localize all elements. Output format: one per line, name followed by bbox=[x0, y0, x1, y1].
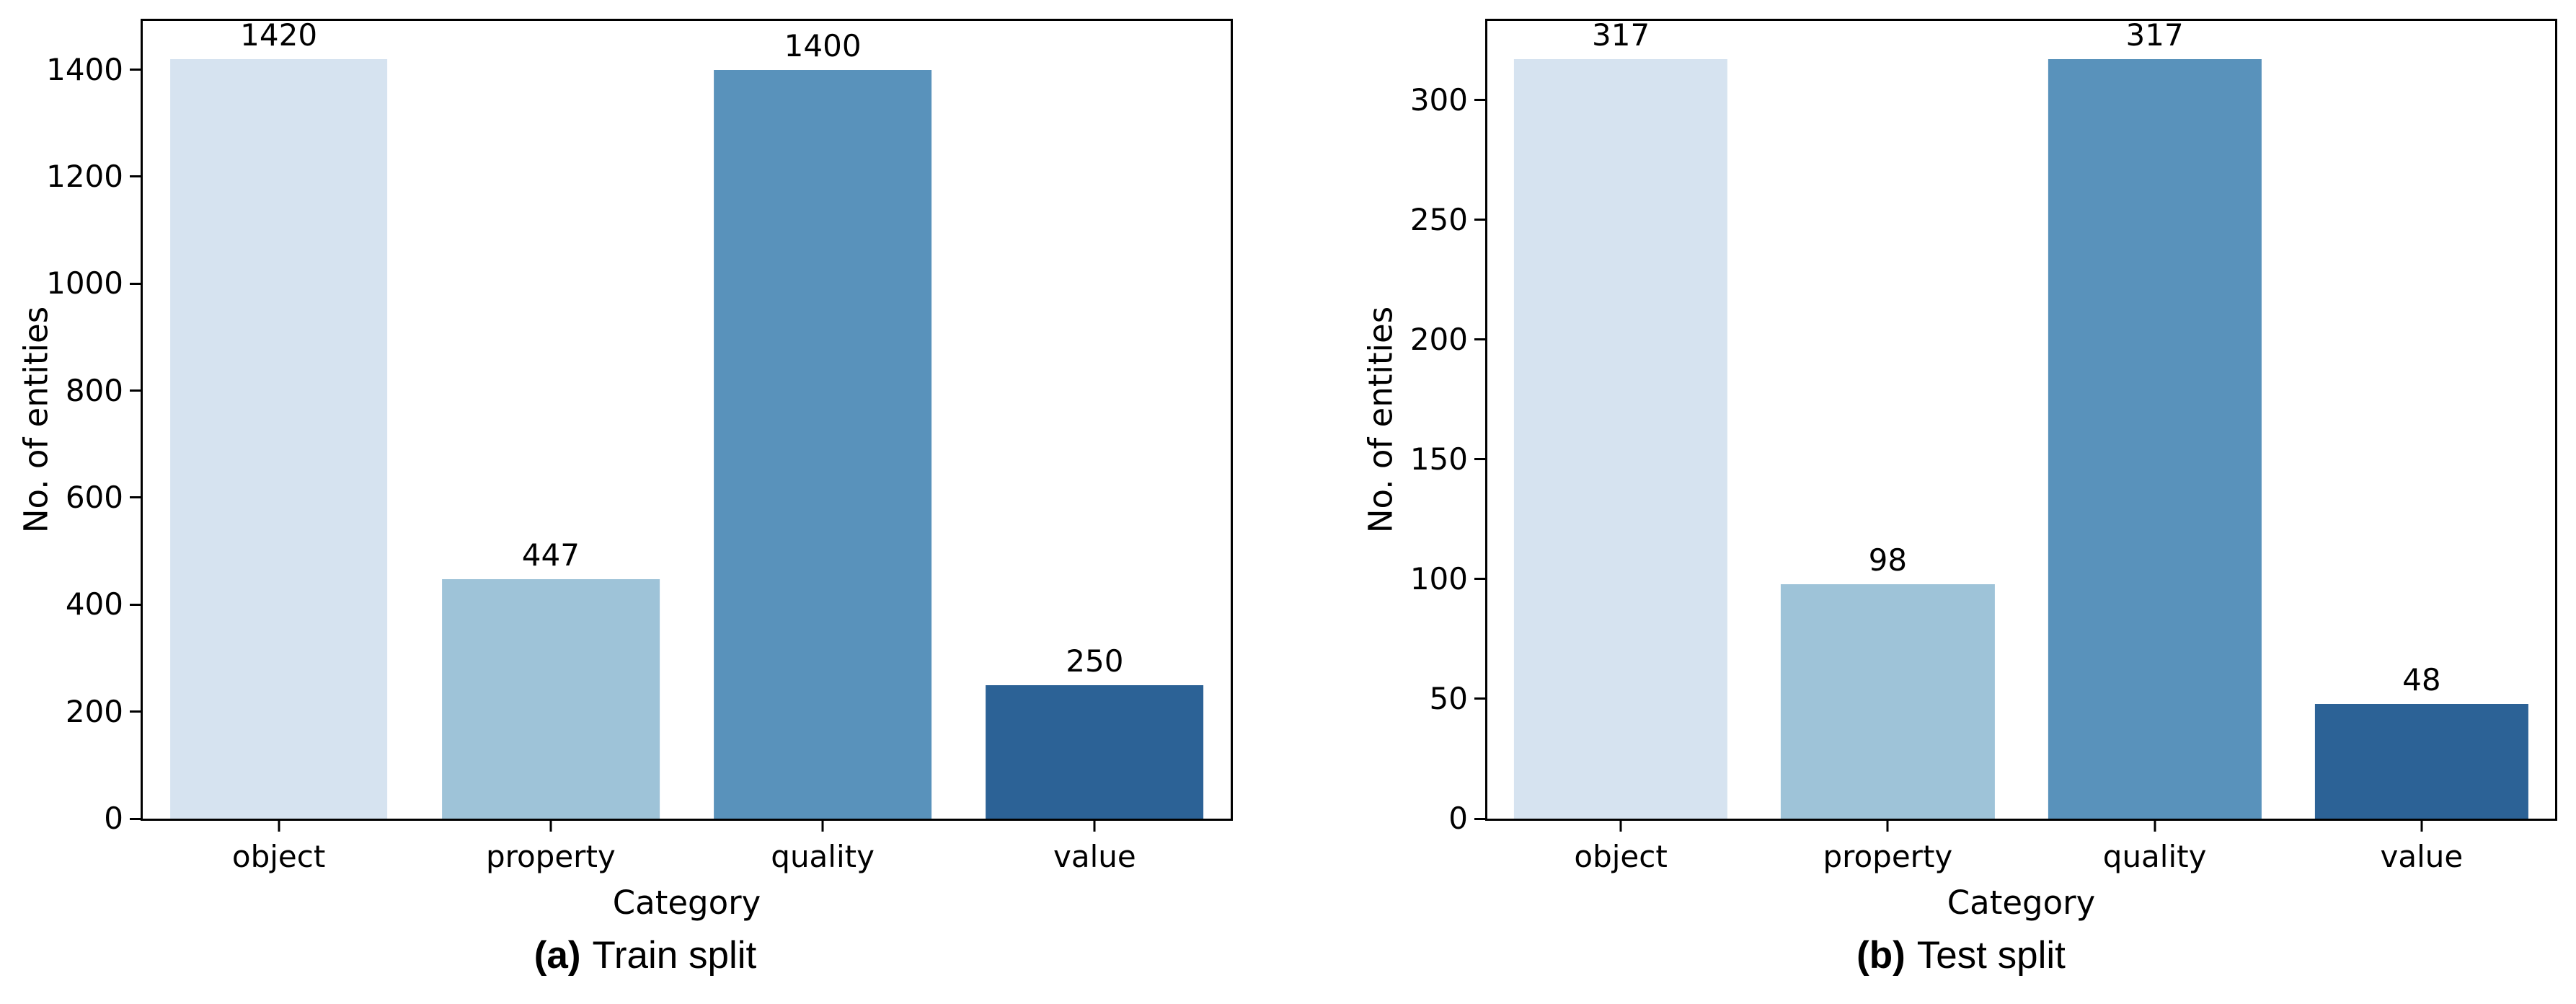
train-split-plot-area: 0 200 400 600 800 1000 1200 1400 1420 object 447 pr… bbox=[17, 17, 1233, 919]
y-axis-label: No. of entities bbox=[1361, 306, 1400, 534]
x-tick-label-quality: quality bbox=[2102, 839, 2207, 874]
x-tick-label-quality: quality bbox=[771, 839, 875, 874]
y-tick-mark bbox=[1474, 578, 1485, 581]
x-tick-mark bbox=[821, 821, 824, 832]
y-tick-mark bbox=[1474, 697, 1485, 700]
y-tick-label: 200 bbox=[1409, 321, 1468, 357]
bar-value-label-value: 250 bbox=[1066, 643, 1124, 679]
y-tick-mark bbox=[130, 496, 141, 499]
caption-text-b: Test split bbox=[1916, 934, 2066, 977]
bar-value-label-object: 317 bbox=[1592, 17, 1650, 53]
y-tick-mark bbox=[130, 817, 141, 820]
bar-property bbox=[441, 579, 660, 819]
y-tick-mark bbox=[1474, 817, 1485, 820]
bar-value-label-quality: 317 bbox=[2125, 17, 2184, 53]
y-tick-label: 1200 bbox=[46, 158, 123, 194]
x-tick-mark bbox=[1886, 821, 1889, 832]
y-tick-label: 800 bbox=[65, 372, 123, 408]
bar-quality bbox=[2048, 59, 2262, 819]
y-tick-mark bbox=[1474, 219, 1485, 221]
y-tick-label: 600 bbox=[65, 479, 123, 515]
y-tick-label: 0 bbox=[104, 801, 123, 836]
y-tick-label: 1000 bbox=[46, 265, 123, 301]
y-tick-label: 100 bbox=[1409, 560, 1468, 596]
y-tick-label: 400 bbox=[65, 586, 123, 622]
x-tick-mark bbox=[1093, 821, 1096, 832]
caption-label-b: (b) bbox=[1856, 934, 1906, 977]
x-tick-mark bbox=[1619, 821, 1622, 832]
x-tick-label-value: value bbox=[1053, 839, 1136, 874]
train-split-caption: (a) Train split bbox=[22, 934, 1269, 977]
bar-property bbox=[1781, 584, 1995, 819]
bar-value-label-quality: 1400 bbox=[784, 27, 862, 63]
caption-text-a: Train split bbox=[592, 934, 757, 977]
x-tick-mark bbox=[2154, 821, 2156, 832]
caption-label-a: (a) bbox=[534, 934, 581, 977]
y-tick-label: 300 bbox=[1409, 82, 1468, 118]
y-tick-mark bbox=[1474, 458, 1485, 461]
y-tick-mark bbox=[130, 175, 141, 178]
x-axis-label: Category bbox=[612, 884, 761, 922]
x-tick-label-property: property bbox=[485, 839, 616, 874]
y-axis-label: No. of entities bbox=[17, 306, 56, 534]
y-tick-mark bbox=[130, 603, 141, 606]
x-tick-label-object: object bbox=[231, 839, 326, 874]
y-tick-mark bbox=[1474, 99, 1485, 102]
bar-value-label-property: 447 bbox=[521, 537, 580, 573]
y-tick-mark bbox=[130, 282, 141, 285]
test-split-caption: (b) Test split bbox=[1355, 934, 2567, 977]
bar-object bbox=[1514, 59, 1728, 819]
y-tick-label: 50 bbox=[1429, 680, 1468, 716]
y-tick-label: 1400 bbox=[46, 51, 123, 87]
bar-value-label-value: 48 bbox=[2402, 661, 2441, 697]
x-tick-mark bbox=[549, 821, 552, 832]
bar-object bbox=[169, 58, 388, 819]
x-tick-label-value: value bbox=[2380, 839, 2464, 874]
bar-value bbox=[986, 684, 1204, 819]
bar-quality bbox=[714, 69, 932, 819]
test-split-plot-area: 0 50 100 150 200 250 300 317 object 98 property 317… bbox=[1362, 17, 2557, 919]
y-tick-mark bbox=[130, 710, 141, 713]
x-axis-label: Category bbox=[1947, 884, 2096, 922]
bar-value-label-object: 1420 bbox=[240, 17, 318, 53]
y-tick-mark bbox=[130, 389, 141, 392]
x-tick-label-object: object bbox=[1574, 839, 1668, 874]
y-tick-mark bbox=[130, 69, 141, 71]
y-tick-label: 150 bbox=[1409, 441, 1468, 477]
y-tick-label: 200 bbox=[65, 693, 123, 729]
x-tick-mark bbox=[2420, 821, 2423, 832]
x-tick-mark bbox=[278, 821, 280, 832]
y-tick-label: 0 bbox=[1448, 801, 1468, 836]
bar-value bbox=[2314, 703, 2528, 819]
x-tick-label-property: property bbox=[1823, 839, 1953, 874]
y-tick-label: 250 bbox=[1409, 201, 1468, 237]
bar-value-label-property: 98 bbox=[1868, 542, 1908, 578]
y-tick-mark bbox=[1474, 338, 1485, 341]
